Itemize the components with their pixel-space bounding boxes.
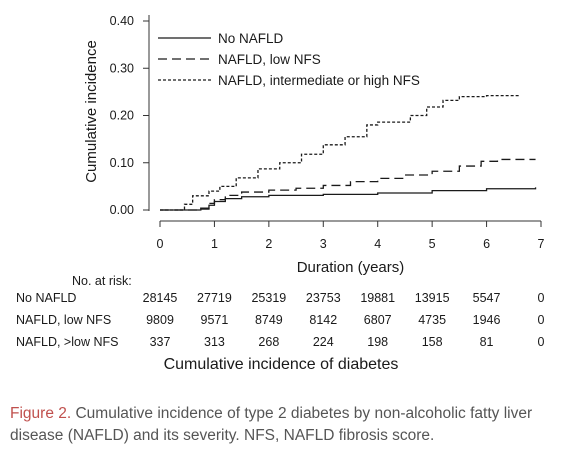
legend-label-3: NAFLD, intermediate or high NFS: [218, 73, 420, 88]
x-tick-label: 0: [157, 237, 164, 251]
risk-cell: 198: [367, 335, 389, 349]
y-axis-title: Cumulative incidence: [83, 40, 100, 183]
risk-cell: 8142: [309, 313, 338, 327]
risk-cell: 224: [312, 335, 334, 349]
legend: No NAFLD NAFLD, low NFS NAFLD, intermediat…: [158, 31, 420, 88]
x-tick-label: 6: [483, 237, 490, 251]
series-line-3: [160, 95, 520, 211]
risk-cell: 27719: [197, 291, 232, 305]
y-tick-label: 0.30: [110, 61, 134, 75]
risk-cell: 4735: [418, 313, 447, 327]
series-layer: [160, 95, 537, 211]
x-tick-label: 4: [374, 237, 381, 251]
risk-row-label: NAFLD, low NFS: [16, 313, 112, 327]
risk-cell: 9809: [146, 313, 174, 327]
km-chart: 0.00 0.10 0.20 0.30 0.40 0 1 2 3 4 5 6 7 Duration (ye…: [83, 14, 545, 276]
risk-row-label: NAFLD, >low NFS: [16, 335, 119, 349]
risk-cell: 1946: [472, 313, 501, 327]
y-tick-label: 0.10: [110, 156, 134, 170]
risk-cell: 25319: [251, 291, 287, 305]
risk-cell: 313: [203, 335, 225, 349]
figure-caption: Figure 2. Cumulative incidence of type 2…: [10, 403, 555, 447]
risk-cell: 268: [258, 335, 280, 349]
x-tick-label: 3: [320, 237, 327, 251]
risk-cell: 9571: [200, 313, 229, 327]
y-tick-label: 0.00: [110, 203, 134, 217]
risk-cell: 6807: [363, 313, 392, 327]
y-tick-label: 0.20: [110, 109, 134, 123]
legend-label-2: NAFLD, low NFS: [218, 52, 321, 67]
axes: 0.00 0.10 0.20 0.30 0.40 0 1 2 3 4 5 6 7 Duration (ye…: [83, 14, 545, 276]
risk-cell: 23753: [305, 291, 341, 305]
series-line-1: [160, 187, 537, 211]
y-tick-label: 0.40: [110, 14, 134, 28]
risk-table-header: No. at risk:: [72, 274, 132, 288]
risk-cell: 19881: [360, 291, 396, 305]
caption-label: Figure 2.: [10, 405, 72, 422]
x-tick-label: 1: [211, 237, 218, 251]
risk-cell: 13915: [414, 291, 450, 305]
x-axis-title: Duration (years): [297, 259, 405, 276]
caption-text: Cumulative incidence of type 2 diabetes …: [10, 405, 533, 444]
legend-label-1: No NAFLD: [218, 31, 284, 46]
series-line-2: [160, 158, 536, 211]
x-tick-label: 5: [429, 237, 436, 251]
risk-cell: 337: [149, 335, 171, 349]
risk-cell: 81: [479, 335, 494, 349]
risk-cell: 0: [537, 313, 545, 327]
risk-cell: 5547: [472, 291, 501, 305]
risk-cell: 8749: [254, 313, 283, 327]
risk-cell: 0: [537, 291, 545, 305]
x-tick-label: 7: [538, 237, 545, 251]
chart-subtitle: Cumulative incidence of diabetes: [163, 356, 399, 373]
risk-row-label: No NAFLD: [16, 291, 77, 305]
x-tick-label: 2: [265, 237, 272, 251]
risk-cell: 0: [537, 335, 545, 349]
risk-cell: 28145: [142, 291, 178, 305]
risk-cell: 158: [421, 335, 443, 349]
